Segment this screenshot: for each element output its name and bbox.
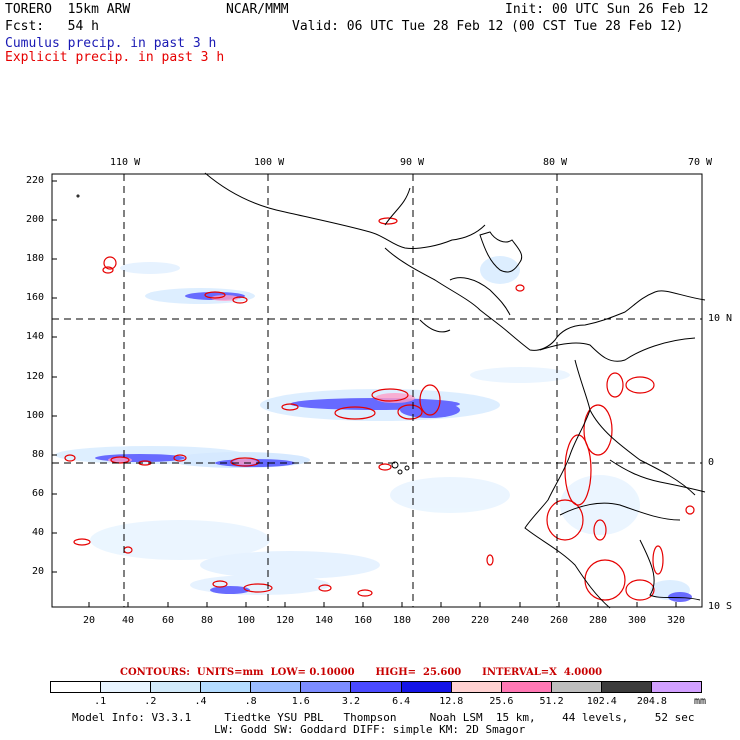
lon-label-70w: 70 W	[688, 157, 713, 168]
legend-threshold: 204.8	[636, 696, 667, 707]
x-tick: 280	[589, 615, 608, 626]
x-tick: 260	[550, 615, 569, 626]
x-tick: 320	[667, 615, 686, 626]
y-tick: 60	[32, 488, 45, 499]
axis-ticks	[52, 180, 677, 607]
cumulus-precip-pink	[108, 295, 415, 465]
legend-swatch	[101, 682, 152, 692]
x-tick: 20	[83, 615, 96, 626]
x-tick: 200	[432, 615, 451, 626]
model-physics: LW: Godd SW: Goddard DIFF: simple KM: 2D…	[214, 723, 526, 736]
legend-swatch	[51, 682, 102, 692]
y-tick: 140	[26, 331, 45, 342]
legend-threshold: .4	[194, 696, 207, 707]
x-tick: 220	[471, 615, 490, 626]
map-frame	[51, 173, 703, 608]
init-time: Init: 00 UTC Sun 26 Feb 12	[505, 2, 709, 17]
x-tick: 120	[276, 615, 295, 626]
y-tick: 100	[26, 410, 45, 421]
y-tick: 20	[32, 566, 45, 577]
legend-threshold: 3.2	[341, 696, 360, 707]
valid-time: Valid: 06 UTC Tue 28 Feb 12 (00 CST Tue …	[292, 19, 684, 34]
legend-threshold: 51.2	[539, 696, 564, 707]
x-tick: 180	[393, 615, 412, 626]
coastlines	[204, 172, 706, 609]
legend-swatch	[651, 682, 702, 692]
legend-swatch	[501, 682, 552, 692]
lon-label-100w: 100 W	[254, 157, 285, 168]
legend-threshold: 6.4	[392, 696, 411, 707]
contour-info: CONTOURS: UNITS=mm LOW= 0.10000 HIGH= 25…	[120, 667, 603, 678]
legend-threshold: 1.6	[291, 696, 310, 707]
y-tick: 160	[26, 292, 45, 303]
forecast-hour: Fcst: 54 h	[5, 19, 99, 34]
y-tick: 220	[26, 175, 45, 186]
lon-label-80w: 80 W	[543, 157, 568, 168]
legend-swatch	[251, 682, 302, 692]
legend-swatch	[151, 682, 202, 692]
color-legend-bar	[50, 681, 702, 693]
legend-swatch	[401, 682, 452, 692]
x-tick: 60	[162, 615, 175, 626]
x-tick: 40	[122, 615, 135, 626]
legend-swatch	[601, 682, 652, 692]
y-tick: 80	[32, 449, 45, 460]
lat-label-10s: 10 S	[708, 601, 733, 612]
y-tick: 40	[32, 527, 45, 538]
lon-label-110w: 110 W	[110, 157, 141, 168]
y-tick: 120	[26, 371, 45, 382]
lon-label-90w: 90 W	[400, 157, 425, 168]
legend-threshold: 25.6	[489, 696, 514, 707]
x-tick: 240	[511, 615, 530, 626]
legend-swatch	[451, 682, 502, 692]
x-tick: 80	[201, 615, 214, 626]
x-tick: 300	[628, 615, 647, 626]
cumulus-label: Cumulus precip. in past 3 h	[5, 36, 217, 51]
x-tick: 160	[354, 615, 373, 626]
legend-swatch	[551, 682, 602, 692]
legend-threshold: 12.8	[439, 696, 464, 707]
legend-threshold: .1	[94, 696, 107, 707]
center-name: NCAR/MMM	[226, 2, 289, 17]
graticule	[52, 174, 702, 607]
lat-label-0: 0	[708, 457, 715, 468]
legend-swatch	[301, 682, 352, 692]
explicit-precip-contours	[64, 217, 695, 601]
legend-swatch	[351, 682, 402, 692]
x-tick: 100	[237, 615, 256, 626]
model-title: TORERO 15km ARW	[5, 2, 131, 17]
legend-swatch	[201, 682, 252, 692]
legend-threshold: .8	[244, 696, 257, 707]
lat-label-10n: 10 N	[708, 313, 733, 324]
model-info: Model Info: V3.3.1 Tiedtke YSU PBL Thomp…	[72, 711, 695, 724]
y-tick: 200	[26, 214, 45, 225]
x-tick: 140	[315, 615, 334, 626]
y-tick: 180	[26, 253, 45, 264]
legend-threshold: .2	[144, 696, 157, 707]
explicit-label: Explicit precip. in past 3 h	[5, 50, 225, 65]
islands	[76, 194, 410, 475]
legend-units: mm	[694, 696, 707, 707]
cumulus-precip-shading	[55, 256, 690, 600]
legend-threshold: 102.4	[586, 696, 617, 707]
